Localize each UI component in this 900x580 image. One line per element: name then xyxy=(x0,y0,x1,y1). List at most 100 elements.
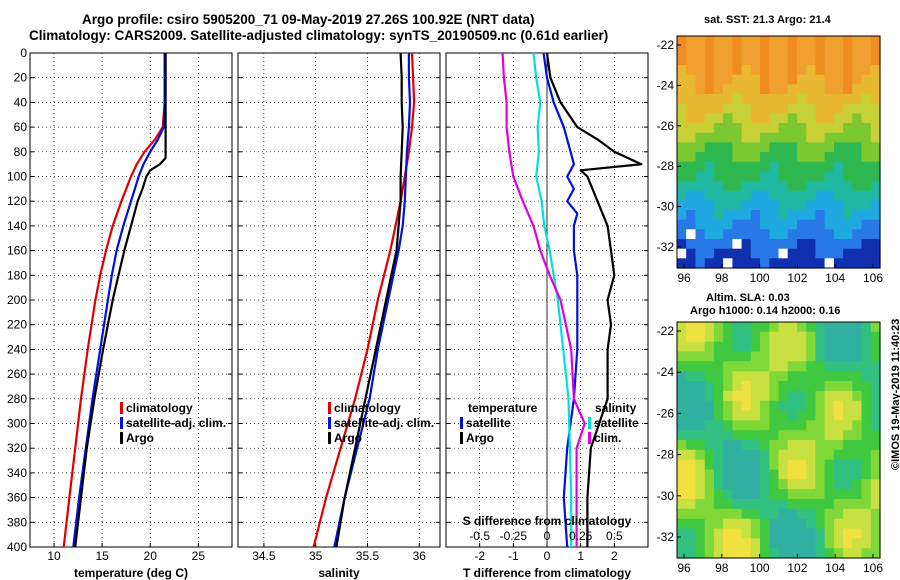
sla-map-cell xyxy=(797,420,807,431)
sst-map-cell xyxy=(815,55,826,66)
sst-map-cell xyxy=(760,45,770,56)
sla-map-cell xyxy=(806,381,816,392)
y-tick-label: 240 xyxy=(7,342,27,356)
sla-map-cell xyxy=(732,459,743,471)
sst-map-cell xyxy=(778,74,789,85)
sst-map-cell xyxy=(741,65,752,76)
sla-map-cell xyxy=(677,528,687,539)
sla-map-cell xyxy=(732,489,743,500)
x-tick-label: 35 xyxy=(309,549,323,563)
sst-map-cell xyxy=(677,248,687,259)
sla-map-cell xyxy=(704,390,715,402)
sla-map-cell xyxy=(843,508,853,520)
sla-map-cell xyxy=(778,479,789,490)
sla-map-cell xyxy=(704,420,715,431)
sla-map-cell xyxy=(824,322,835,333)
sla-map-cell xyxy=(741,410,752,421)
sla-map-cell xyxy=(815,361,826,372)
sla-map-cell xyxy=(695,322,706,333)
sst-map-cell xyxy=(833,171,844,182)
sla-map-cell xyxy=(824,538,835,549)
sst-map-cell xyxy=(741,171,752,182)
sla-map-cell xyxy=(778,331,789,343)
sst-map-cell xyxy=(843,103,853,114)
secondary-axis-label: S difference from climatology xyxy=(463,514,632,528)
sla-map-cell xyxy=(815,479,826,490)
sst-map-cell xyxy=(723,113,733,124)
sst-map-cell xyxy=(833,239,844,250)
sla-map-cell xyxy=(815,381,826,392)
sla-map-cell xyxy=(824,449,835,461)
sla-map-cell xyxy=(704,410,715,421)
sst-map-cell xyxy=(695,200,706,211)
sla-map-cell xyxy=(824,351,835,362)
sla-map-cell xyxy=(778,430,789,441)
sst-map-cell xyxy=(686,190,696,201)
sla-map-cell xyxy=(815,528,826,539)
sla-map-cell xyxy=(824,410,835,421)
legend-temp-climatology-swatch xyxy=(120,402,123,414)
sla-map-cell xyxy=(843,410,853,421)
sla-map-cell xyxy=(852,548,863,559)
sla-map-cell xyxy=(677,351,687,362)
sla-map-cell xyxy=(870,469,881,480)
sst-map-cell xyxy=(806,239,816,250)
sst-map-cell xyxy=(870,94,881,105)
sla-map-cell xyxy=(769,371,780,382)
sst-map-cell xyxy=(824,229,835,240)
sst-map-cell xyxy=(861,45,872,56)
sst-map-cell xyxy=(713,239,724,250)
sst-map-cell xyxy=(797,113,807,124)
sla-map-cell xyxy=(704,499,715,510)
sst-map-cell xyxy=(815,65,826,76)
sla-map-cell xyxy=(787,371,798,382)
sla-map-cell xyxy=(741,440,752,451)
sst-map-cell xyxy=(750,219,761,230)
sla-map-cell xyxy=(769,410,780,421)
sst-map-cell xyxy=(778,123,789,134)
sla-map-cell xyxy=(732,528,743,539)
sla-map-cell xyxy=(787,528,798,539)
sst-map-cell xyxy=(852,161,863,172)
sla-map-cell xyxy=(723,518,733,530)
sla-map-cell xyxy=(704,469,715,480)
sla-map-cell xyxy=(723,499,733,510)
sla-map-cell xyxy=(843,548,853,559)
sst-map-cell xyxy=(760,103,770,114)
x-tick-label: -2 xyxy=(474,549,485,563)
sla-map-cell xyxy=(677,440,687,451)
sla-map-cell xyxy=(732,499,743,510)
sla-map-cell xyxy=(686,400,696,412)
lat-tick-label: -30 xyxy=(657,489,675,503)
sla-map-cell xyxy=(686,518,696,530)
sla-map-cell xyxy=(713,420,724,431)
legend-diff-temp-title: temperature xyxy=(468,401,538,415)
sst-map-cell xyxy=(686,181,696,192)
sla-map-frame xyxy=(676,321,881,559)
sla-map-cell xyxy=(677,430,687,441)
sla-map-cell xyxy=(750,361,761,372)
sst-map-cell xyxy=(833,123,844,134)
sla-map-cell xyxy=(870,518,881,530)
sla-map-cell xyxy=(741,449,752,461)
sla-map-cell xyxy=(852,499,863,510)
sla-map-cell xyxy=(686,351,696,362)
sla-map-cell xyxy=(815,420,826,431)
sla-map-cell xyxy=(723,400,733,412)
sla-map-cell xyxy=(769,538,780,549)
sla-map-cell xyxy=(797,331,807,343)
sst-map-cell xyxy=(713,123,724,134)
sla-map-cell xyxy=(824,390,835,402)
sla-map-cell xyxy=(815,548,826,559)
sst-map-cell xyxy=(677,190,687,201)
legend-temp-satellite: satellite-adj. clim. xyxy=(126,416,226,430)
sla-map-cell xyxy=(686,459,696,471)
sst-map-cell xyxy=(750,200,761,211)
lon-tick-label: 96 xyxy=(677,271,691,285)
sst-map-cell xyxy=(686,45,696,56)
sst-map-cell xyxy=(677,210,687,221)
sla-map-cell xyxy=(797,479,807,490)
sst-map-cell xyxy=(732,152,743,163)
sla-map-cell xyxy=(778,518,789,530)
sla-map-cell xyxy=(797,489,807,500)
